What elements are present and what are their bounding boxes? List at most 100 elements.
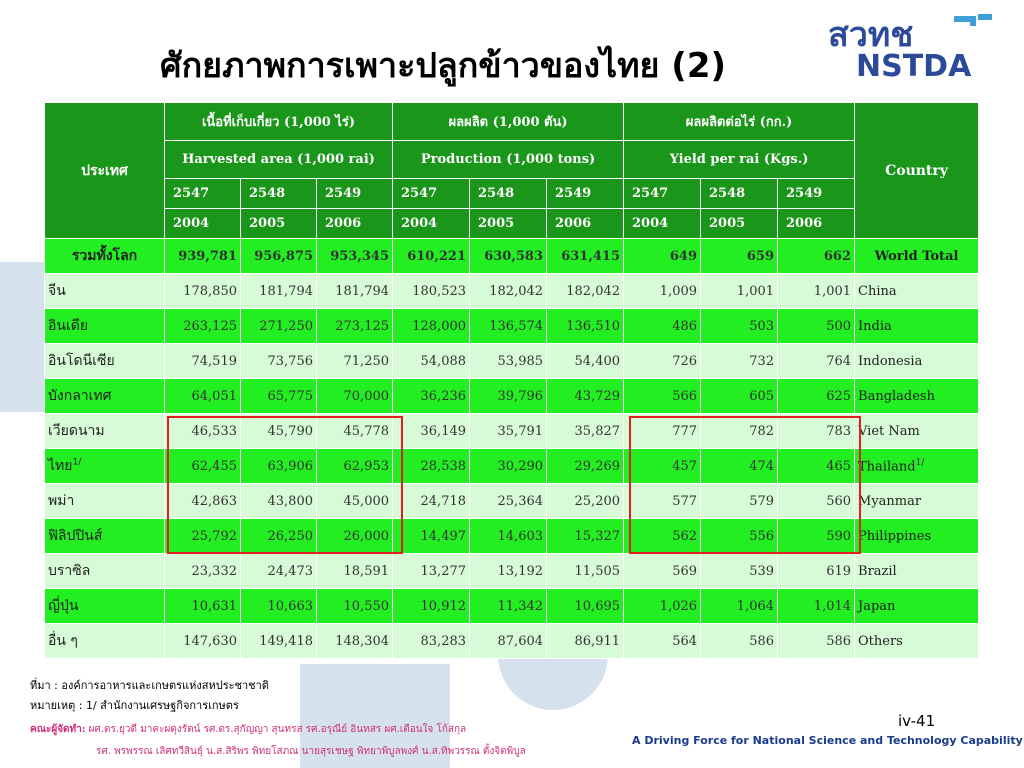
- logo-bottom-text: NSTDA: [856, 49, 972, 78]
- prod-cell: 87,604: [469, 623, 548, 659]
- prod-cell: 631,415: [546, 238, 625, 274]
- table-row: ไทย1/62,455 63,906 62,953 28,538 30,290 29,26…: [44, 448, 980, 484]
- area-cell: 181,794: [315, 273, 394, 309]
- country-name-th: ฟิลิปปินส์: [44, 518, 165, 554]
- prod-cell: 182,042: [469, 273, 548, 309]
- country-name-th: อินโดนีเซีย: [44, 343, 165, 379]
- area-header-en: Harvested area (1,000 rai): [163, 140, 394, 179]
- prod-cell: 11,505: [546, 553, 625, 589]
- tagline: A Driving Force for National Science and…: [632, 734, 1023, 747]
- yield-cell: 726: [623, 343, 702, 379]
- yield-cell: 500: [777, 308, 856, 344]
- area-cell: 45,790: [240, 413, 317, 449]
- yield-cell: 1,064: [700, 588, 779, 624]
- year-en-cell: 2006: [315, 208, 394, 239]
- year-th-cell: 2547: [623, 178, 702, 209]
- yield-cell: 586: [700, 623, 779, 659]
- prod-cell: 610,221: [392, 238, 471, 274]
- country-en-header: Country: [854, 102, 980, 239]
- area-cell: 10,550: [315, 588, 394, 624]
- yield-cell: 586: [777, 623, 856, 659]
- year-en-cell: 2006: [546, 208, 625, 239]
- area-cell: 148,304: [315, 623, 394, 659]
- yield-cell: 764: [777, 343, 856, 379]
- year-th-cell: 2548: [240, 178, 317, 209]
- table-row: บังกลาเทศ 64,051 65,775 70,000 36,236 39,796 4…: [44, 378, 980, 414]
- prod-cell: 136,510: [546, 308, 625, 344]
- yield-cell: 556: [700, 518, 779, 554]
- prod-cell: 10,695: [546, 588, 625, 624]
- prod-cell: 28,538: [392, 448, 471, 484]
- area-cell: 18,591: [315, 553, 394, 589]
- country-th-header: ประเทศ: [44, 102, 165, 239]
- area-cell: 956,875: [240, 238, 317, 274]
- yield-cell: 605: [700, 378, 779, 414]
- credits: คณะผู้จัดทำ: ผศ.ดร.ยุวดี มาคะผดุงรัตน์ ร…: [30, 722, 526, 766]
- year-th-cell: 2548: [700, 178, 779, 209]
- country-name-th: พม่า: [44, 483, 165, 519]
- country-name-en: China: [854, 273, 980, 309]
- table-row: เวียดนาม 46,533 45,790 45,778 36,149 35,791 35…: [44, 413, 980, 449]
- production-header-en: Production (1,000 tons): [392, 140, 625, 179]
- area-cell: 24,473: [240, 553, 317, 589]
- table-row: อินเดีย 263,125 271,250 273,125 128,000 136,5…: [44, 308, 980, 344]
- yield-cell: 539: [700, 553, 779, 589]
- area-cell: 43,800: [240, 483, 317, 519]
- area-cell: 273,125: [315, 308, 394, 344]
- yield-cell: 782: [700, 413, 779, 449]
- prod-cell: 54,088: [392, 343, 471, 379]
- prod-cell: 14,497: [392, 518, 471, 554]
- country-name-th: ไทย1/: [44, 448, 165, 484]
- credits-line2: รศ. พรพรรณ เลิศทวีสินธุ์ น.ส.สิริพร พิทย…: [96, 746, 526, 757]
- yield-cell: 590: [777, 518, 856, 554]
- prod-cell: 182,042: [546, 273, 625, 309]
- prod-cell: 24,718: [392, 483, 471, 519]
- yield-cell: 649: [623, 238, 702, 274]
- prod-cell: 29,269: [546, 448, 625, 484]
- source-note: ที่มา : องค์การอาหารและเกษตรแห่งสหประชาช…: [30, 679, 269, 692]
- country-name-en: Myanmar: [854, 483, 980, 519]
- yield-cell: 577: [623, 483, 702, 519]
- world-total-row: รวมทั้งโลก 939,781 956,875 953,345 610,221 63…: [44, 238, 980, 274]
- country-name-th: อินเดีย: [44, 308, 165, 344]
- area-cell: 46,533: [164, 413, 241, 449]
- country-name-en: Japan: [854, 588, 980, 624]
- prod-cell: 128,000: [392, 308, 471, 344]
- yield-cell: 659: [700, 238, 779, 274]
- prod-cell: 83,283: [392, 623, 471, 659]
- yield-cell: 457: [623, 448, 702, 484]
- area-cell: 63,906: [240, 448, 317, 484]
- prod-cell: 11,342: [469, 588, 548, 624]
- prod-cell: 35,791: [469, 413, 548, 449]
- country-name-th: อื่น ๆ: [44, 623, 165, 659]
- area-cell: 45,778: [315, 413, 394, 449]
- table-row: อินโดนีเซีย 74,519 73,756 71,250 54,088 53,98…: [44, 343, 980, 379]
- prod-cell: 13,277: [392, 553, 471, 589]
- area-cell: 10,631: [164, 588, 241, 624]
- area-cell: 65,775: [240, 378, 317, 414]
- area-header-th: เนื้อที่เก็บเกี่ยว (1,000 ไร่): [163, 102, 394, 141]
- year-en-cell: 2004: [392, 208, 471, 239]
- yield-cell: 625: [777, 378, 856, 414]
- year-en-cell: 2005: [700, 208, 779, 239]
- yield-cell: 1,014: [777, 588, 856, 624]
- area-cell: 26,250: [240, 518, 317, 554]
- production-header-th: ผลผลิต (1,000 ตัน): [392, 102, 625, 141]
- area-cell: 73,756: [240, 343, 317, 379]
- page-number: iv-41: [898, 712, 936, 730]
- prod-cell: 14,603: [469, 518, 548, 554]
- yield-cell: 562: [623, 518, 702, 554]
- yield-cell: 474: [700, 448, 779, 484]
- page-title: ศักยภาพการเพาะปลูกข้าวของไทย (2): [160, 46, 727, 86]
- area-cell: 64,051: [164, 378, 241, 414]
- prod-cell: 15,327: [546, 518, 625, 554]
- yield-cell: 783: [777, 413, 856, 449]
- logo-top-text: สวทช: [828, 15, 913, 55]
- area-cell: 147,630: [164, 623, 241, 659]
- country-name-th: เวียดนาม: [44, 413, 165, 449]
- prod-cell: 10,912: [392, 588, 471, 624]
- prod-cell: 36,149: [392, 413, 471, 449]
- prod-cell: 36,236: [392, 378, 471, 414]
- country-name-en: Others: [854, 623, 980, 659]
- background-decoration: [0, 262, 50, 412]
